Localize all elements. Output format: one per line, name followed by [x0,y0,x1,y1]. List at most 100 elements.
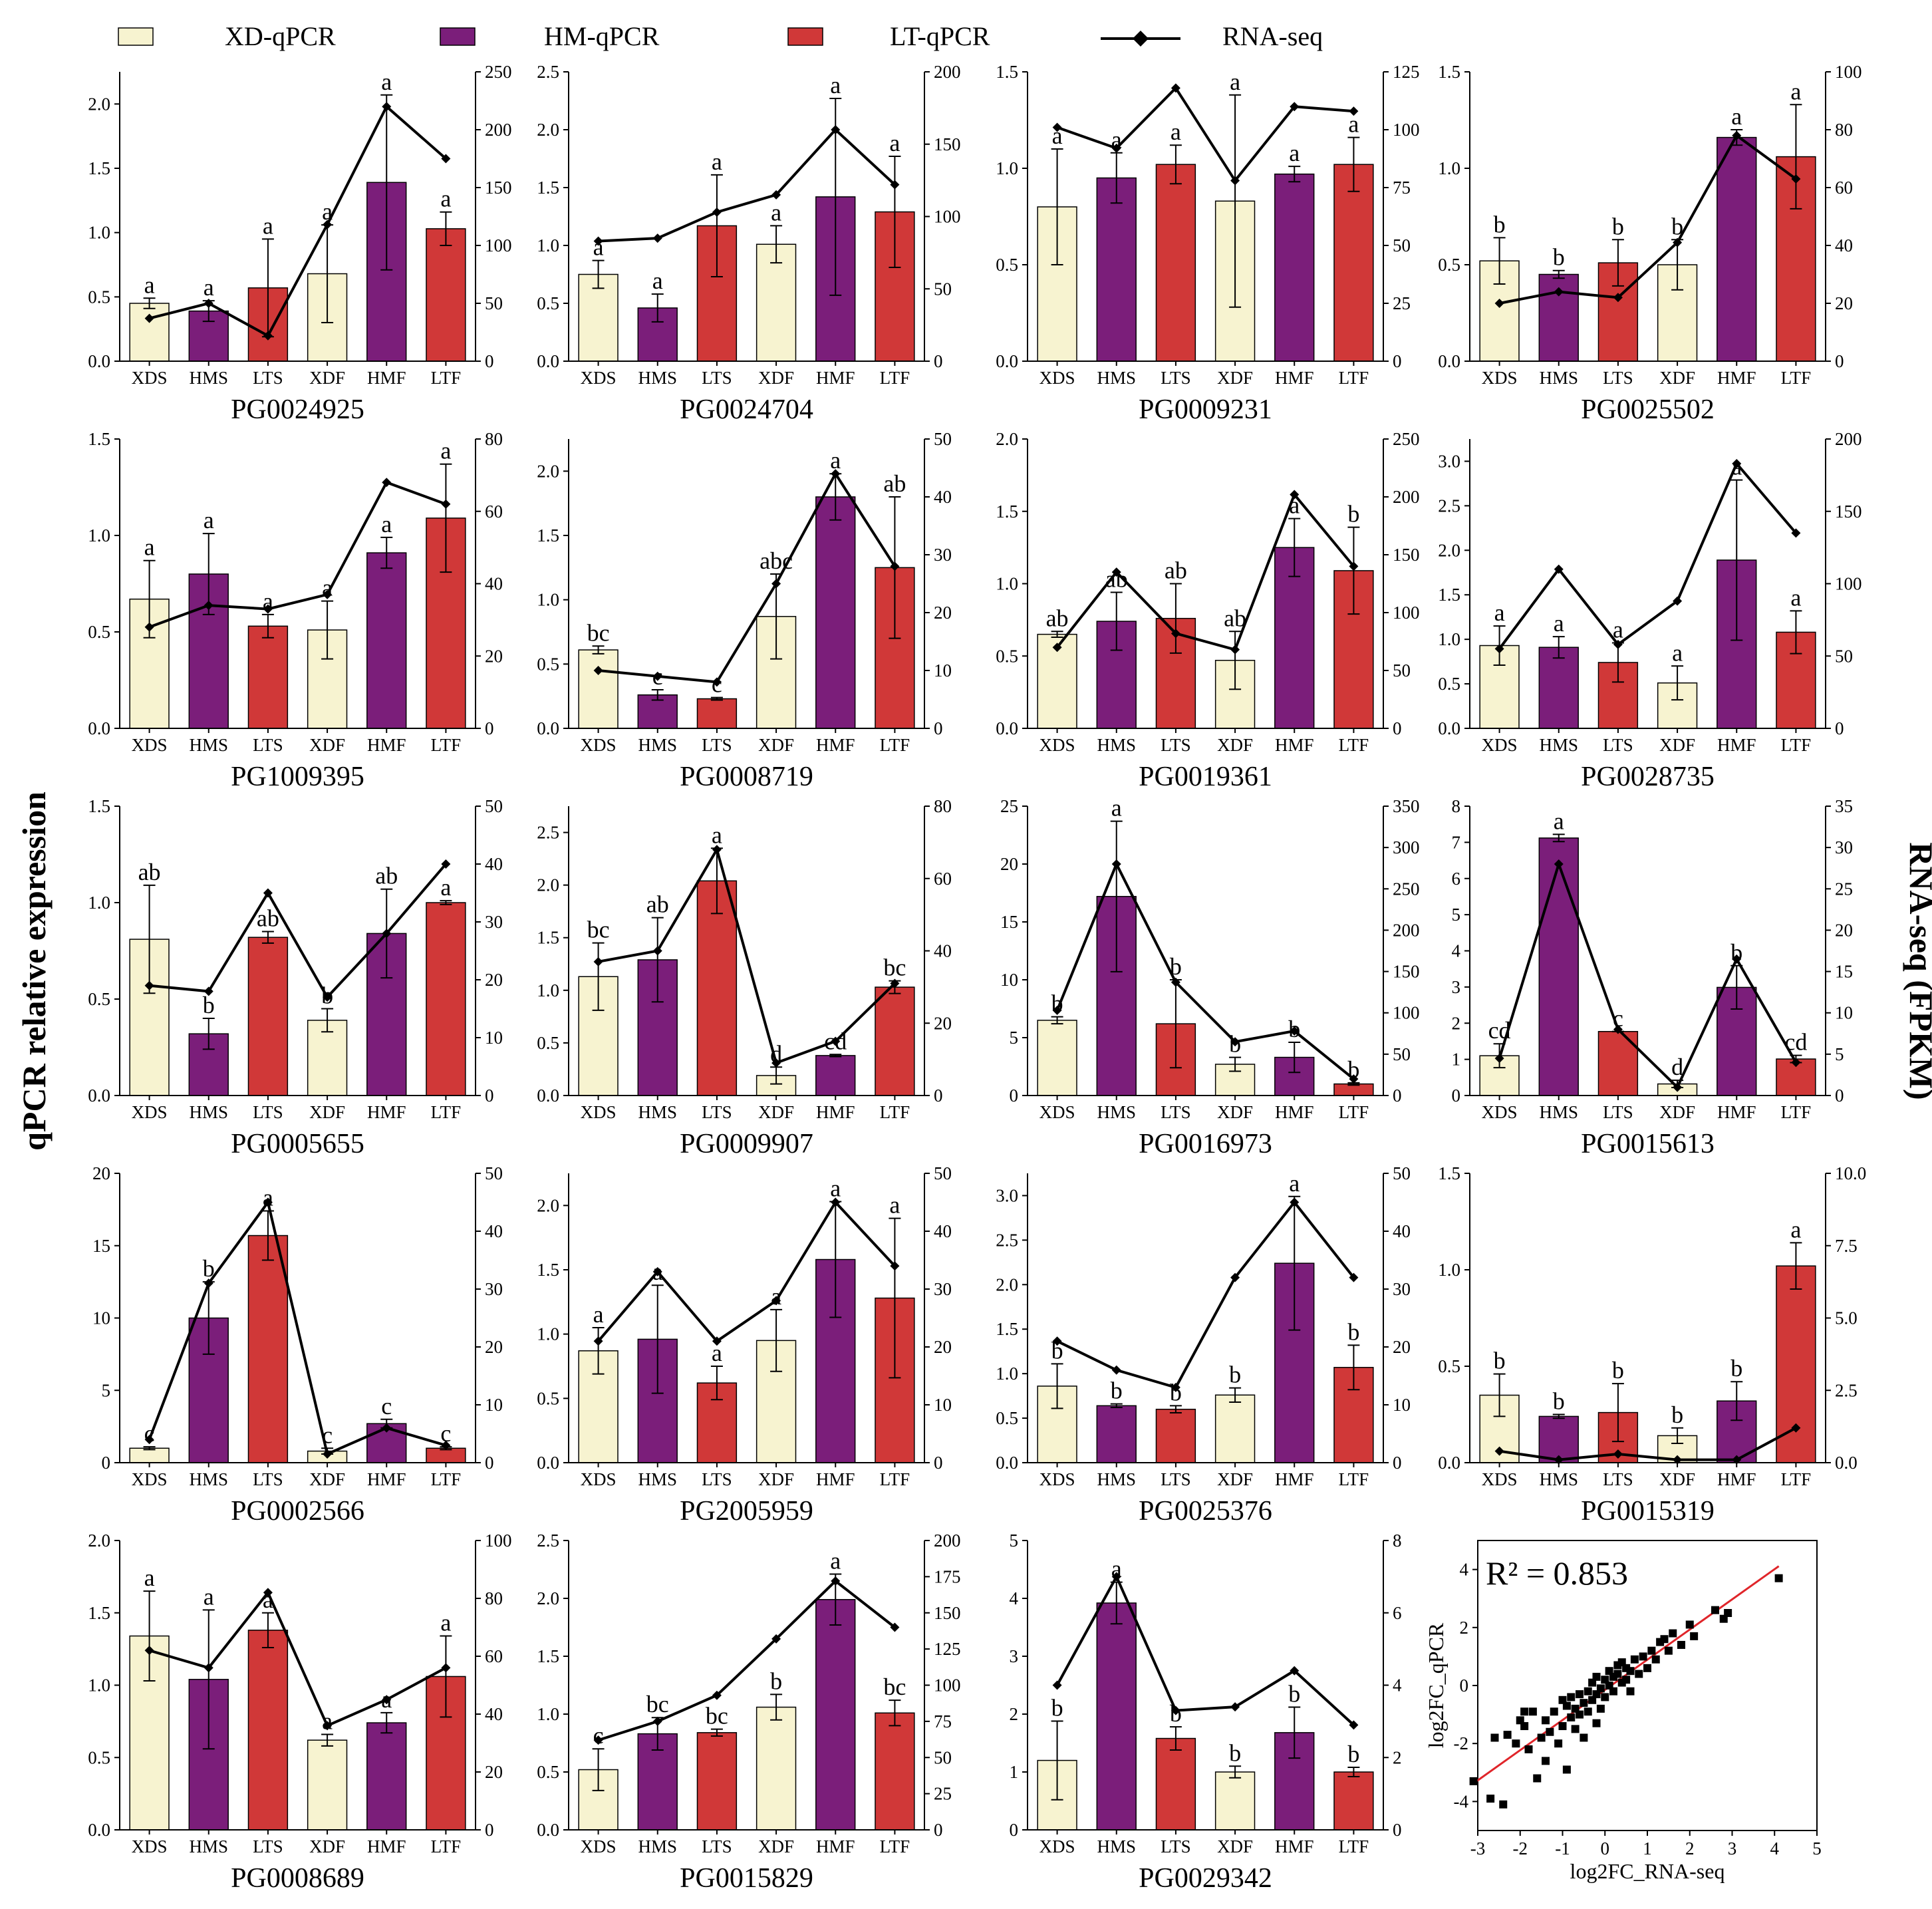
scatter-point [1626,1667,1635,1676]
x-tick-label: LTF [880,735,910,755]
y2-tick-label: 0 [1393,351,1402,371]
bar [578,649,619,729]
y2-tick-label: 150 [1835,502,1862,521]
x-tick-label: LTS [1161,1469,1191,1489]
y2-tick-label: 8 [1393,1531,1402,1550]
x-tick-label: LTF [431,735,462,755]
x-tick-label: LTS [1161,1836,1191,1856]
rna-seq-marker [1111,567,1121,577]
scatter-point [1567,1713,1576,1721]
y2-tick-label: 75 [934,1711,952,1731]
legend-label-lt: LT-qPCR [890,21,990,51]
y-tick-label: 0.0 [1438,1453,1460,1473]
bar [366,1722,407,1831]
rna-seq-marker [1613,639,1623,649]
significance-letter: ab [1046,605,1069,631]
x-tick-label: HMF [816,368,855,388]
bar [756,243,797,362]
y-tick-label: 0 [1010,1086,1019,1105]
y2-tick-label: 125 [1393,62,1420,82]
rna-seq-marker [1349,1074,1359,1084]
significance-letter: a [381,69,392,95]
y2-tick-label: 20 [934,1013,952,1033]
significance-letter: a [144,1564,155,1591]
significance-letter: a [1554,808,1564,834]
rna-seq-marker [771,190,781,200]
x-tick-label: LTF [1781,1469,1812,1489]
significance-letter: cd [1784,1029,1807,1056]
significance-letter: ab [646,891,669,918]
rna-seq-marker [441,499,451,509]
significance-letter: a [204,507,214,533]
rna-seq-marker [712,207,722,217]
scatter-point [1690,1632,1699,1640]
rna-seq-line [1498,859,1798,1090]
x-tick-label: XDS [1482,368,1518,388]
y-tick-label: 1.5 [88,158,110,178]
y-tick-label: 1.0 [88,893,110,913]
y-tick-label: 0 [1452,1086,1461,1105]
bar [1214,1771,1256,1831]
significance-letter: a [263,212,273,239]
significance-letter: a [440,874,451,901]
x-tick-label: XDF [1217,1102,1253,1122]
rna-seq-marker [263,888,273,898]
y-tick-label: 0.0 [88,1086,110,1105]
significance-letter: a [1289,140,1300,166]
x-tick-label: HMF [1717,1469,1756,1489]
y2-tick-label: 80 [485,1588,503,1608]
y2-tick-label: 5 [1835,1044,1844,1064]
panel-PG0008719: bcccabcaab0.00.51.01.52.001020304050XDSH… [537,429,952,792]
significance-letter: a [712,1340,722,1366]
rna-seq-marker [144,622,154,632]
rna-seq-marker [1052,643,1062,653]
y2-tick-label: 50 [1835,646,1853,666]
scatter-point [1630,1655,1639,1664]
y-tick-label: 5 [1010,1531,1019,1550]
y2-tick-label: 50 [934,279,952,299]
y2-tick-label: 50 [485,293,503,313]
bar [1096,177,1137,362]
scatter-point [1639,1652,1647,1661]
bar [247,1630,289,1831]
significance-letter: a [1790,78,1801,104]
significance-letter: a [381,511,392,537]
rna-seq-line [148,1199,446,1456]
rna-seq-marker [1673,596,1683,606]
y-tick-label: 0.0 [996,1453,1018,1473]
rna-seq-marker [323,220,333,229]
y-tick-label: 0.5 [996,1408,1018,1428]
significance-letter: b [1553,244,1565,271]
panel-title: PG0025376 [1139,1496,1272,1527]
bar [1274,547,1315,729]
y2-tick-label: 150 [485,178,512,198]
panel-PG0028735: aaaaaa0.00.51.01.52.02.53.0050100150200X… [1438,429,1862,792]
significance-letter: bc [587,619,610,646]
y2-tick-label: 0 [1393,1820,1402,1840]
y-tick-label: 1.5 [537,178,559,198]
y-tick-label: 0.5 [996,255,1018,275]
significance-letter: b [1671,1401,1683,1428]
x-tick-label: LTF [431,1836,462,1856]
legend-swatch-xd [118,27,154,46]
x-tick-label: HMS [1097,735,1136,755]
rna-seq-marker [1494,644,1504,654]
y-tick-label: 8 [1452,796,1461,816]
x-tick-label: HMS [1539,1469,1578,1489]
scatter-point [1520,1722,1529,1731]
rna-seq-marker [144,1646,154,1656]
significance-letter: bc [587,917,610,943]
rna-seq-marker [204,986,213,996]
legend-label-rna: RNA-seq [1222,21,1323,51]
y2-tick-label: 125 [934,1639,961,1659]
scatter-point [1469,1777,1478,1785]
significance-letter: d [1671,1054,1683,1080]
x-tick-label: XDS [581,735,617,755]
panel-PG0015319: b b b b b a 0.0 0.5 1.0 1.5 0.0 2.5 5.0 7.5 10.0 XDS HMS… [1438,1163,1866,1527]
y2-tick-label: 15 [1835,962,1853,982]
y2-tick-label: 5.0 [1835,1308,1858,1328]
y2-tick-label: 0 [934,1453,943,1473]
rna-seq-marker [593,956,603,966]
y2-tick-label: 100 [934,1676,961,1695]
significance-letter: a [771,199,781,225]
